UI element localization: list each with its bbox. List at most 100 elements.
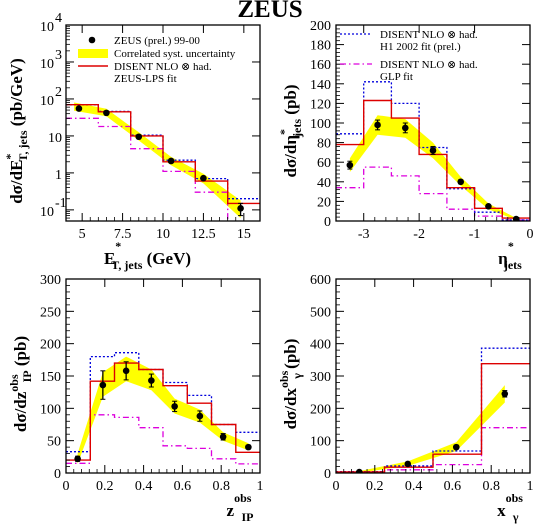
x-axis-label-sub: IP xyxy=(241,510,253,524)
legend-band-swatch xyxy=(78,49,108,58)
plot-content xyxy=(336,81,530,221)
data-point xyxy=(452,443,460,451)
x-axis-label: zobs IP xyxy=(227,491,254,524)
y-axis-label-unit: (pb) xyxy=(281,84,300,118)
data-point xyxy=(75,105,83,112)
data-point xyxy=(122,367,130,375)
x-axis-label: E* T, jets (GeV) xyxy=(104,239,191,272)
x-tick-label: 0.2 xyxy=(366,479,384,494)
y-axis-label-sub: T, jets xyxy=(16,130,30,161)
x-tick-label: 0.6 xyxy=(174,479,192,494)
y-tick-label: 140 xyxy=(310,78,331,93)
x-tick-label: 1 xyxy=(527,479,534,494)
panel-eta: -3 -2 -1 0020406080100120140160180200dσ/dη*… xyxy=(277,19,534,272)
glp-fit-histogram xyxy=(336,166,530,221)
y-axis-label-main: dσ/dx xyxy=(281,388,300,430)
data-point xyxy=(200,174,207,182)
plot-frame xyxy=(335,278,531,474)
data-point xyxy=(171,403,178,410)
x-tick-label: 0 xyxy=(63,479,70,494)
legend-lps-label: DISENT NLO ⊗ had. xyxy=(114,61,212,73)
x-tick-label: -3 xyxy=(358,227,370,242)
x-axis-label-sup: * xyxy=(508,239,514,253)
x-tick-label: 0.4 xyxy=(135,479,153,494)
glp-fit-histogram xyxy=(66,414,260,465)
y-axis-label-unit: (pb) xyxy=(281,339,300,373)
x-tick-label: 0.2 xyxy=(96,479,114,494)
y-axis-label: dσ/dE*T, jets (pb/GeV) xyxy=(3,58,30,204)
y-tick-label: 0 xyxy=(324,215,331,230)
data-point xyxy=(135,133,143,141)
figure-title: ZEUS xyxy=(237,0,302,23)
y-axis-label-sub: γ xyxy=(290,373,304,380)
legend-data-marker xyxy=(88,36,96,44)
data-point xyxy=(103,109,110,117)
data-point xyxy=(404,460,412,468)
glp-fit-histogram xyxy=(66,117,229,221)
h1-fit-histogram xyxy=(336,81,530,221)
data-point xyxy=(512,215,520,221)
x-axis-label-main: z xyxy=(227,501,235,520)
y-tick-label: 160 xyxy=(310,58,331,73)
x-tick-label: 0.6 xyxy=(444,479,462,494)
x-tick-label: 0 xyxy=(527,227,534,242)
x-tick-label: 10 xyxy=(156,227,170,242)
y-tick-label: 100 xyxy=(310,117,331,132)
y-tick-label: 20 xyxy=(317,195,331,210)
data-point xyxy=(148,377,155,384)
syst-uncertainty-band xyxy=(77,356,249,464)
x-axis-label: η* jets xyxy=(498,239,522,272)
legend-lps-note: ZEUS-LPS fit xyxy=(114,73,177,85)
data-point xyxy=(485,203,492,210)
y-tick-exponent: 3 xyxy=(55,48,62,63)
y-axis-label: dσ/dη*jets (pb) xyxy=(277,84,304,177)
data-point xyxy=(245,443,252,451)
data-point xyxy=(401,124,409,132)
y-tick-exponent: 2 xyxy=(55,85,62,100)
panel-zip: 0 0.2 0.4 0.6 0.8 1050100150200250300dσ/dzobs… xyxy=(7,273,264,524)
legend-h1-note: H1 2002 fit (prel.) xyxy=(380,41,461,53)
x-axis-label-main: x xyxy=(497,501,506,520)
data-point xyxy=(237,205,244,212)
y-axis-label-sup: obs xyxy=(7,374,21,392)
y-tick-label: 50 xyxy=(47,435,61,450)
legend-data-label: ZEUS (prel.) 99-00 xyxy=(114,35,200,47)
x-tick-label: -1 xyxy=(469,227,481,242)
y-tick-exponent: -1 xyxy=(55,196,67,211)
x-tick-label: -2 xyxy=(413,227,425,242)
plot-frame xyxy=(335,24,531,222)
y-tick-label: 10 xyxy=(48,131,62,146)
y-axis-label-sub: jets xyxy=(290,119,304,138)
data-point xyxy=(74,455,81,463)
y-tick-label: 400 xyxy=(310,338,331,353)
y-tick-label: 200 xyxy=(310,402,331,417)
data-point xyxy=(429,147,437,154)
y-tick-label: 80 xyxy=(317,137,331,152)
data-point xyxy=(196,412,204,420)
y-axis-label: dσ/dzobsIP (pb) xyxy=(7,336,34,432)
y-tick-exponent: 4 xyxy=(55,11,62,26)
y-tick-label: 100 xyxy=(40,402,61,417)
y-tick-label: 300 xyxy=(310,370,331,385)
data-point xyxy=(99,381,107,389)
y-tick-label: 10 xyxy=(40,57,54,72)
y-tick-label: 600 xyxy=(310,273,331,288)
x-tick-label: 0.8 xyxy=(482,479,500,494)
y-tick-label: 120 xyxy=(310,97,331,112)
y-axis-label-sup: obs xyxy=(277,370,291,388)
y-tick-label: 180 xyxy=(310,39,331,54)
legend-right: DISENT NLO ⊗ had.H1 2002 fit (prel.)DISE… xyxy=(340,29,478,83)
x-axis-label-unit: (GeV) xyxy=(142,249,191,268)
y-tick-label: 10 xyxy=(40,20,54,35)
legend-glp-label: DISENT NLO ⊗ had. xyxy=(380,59,478,71)
x-axis-label-sub: jets xyxy=(503,258,522,272)
y-tick-label: 10 xyxy=(40,205,54,220)
y-tick-label: 500 xyxy=(310,305,331,320)
y-tick-label: 300 xyxy=(40,273,61,288)
x-tick-label: 0.4 xyxy=(405,479,423,494)
x-axis-label-sub: γ xyxy=(512,510,519,524)
legend-glp-note: GLP fit xyxy=(380,71,413,83)
y-tick-label: 100 xyxy=(310,435,331,450)
legend-h1-label: DISENT NLO ⊗ had. xyxy=(380,29,478,41)
